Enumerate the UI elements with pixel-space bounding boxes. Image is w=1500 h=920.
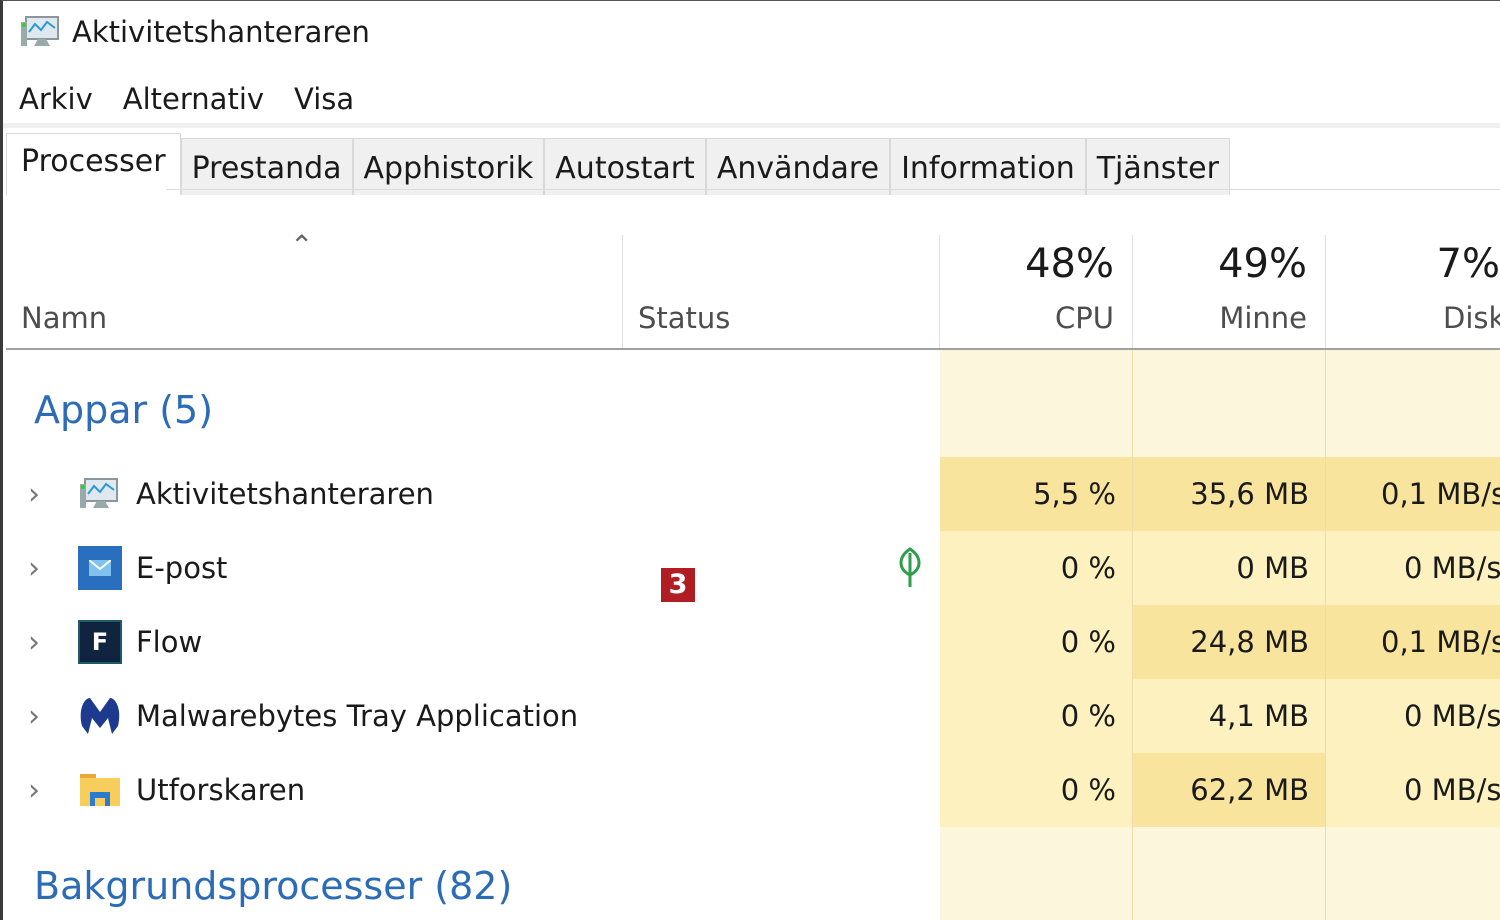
window-title: Aktivitetshanteraren (72, 15, 370, 49)
tab-prestanda[interactable]: Prestanda (180, 138, 353, 195)
memory-value: 24,8 MB (1133, 605, 1325, 679)
annotation-badge: 3 (661, 568, 695, 602)
group-header-apps[interactable]: Appar (5) (34, 388, 214, 432)
memory-total: 49% (1218, 241, 1307, 287)
process-row[interactable]: › Aktivitetshanteraren (28, 457, 434, 531)
heat-cell-cpu (940, 350, 1132, 457)
malwarebytes-icon (78, 694, 122, 738)
tab-underline (166, 189, 1500, 190)
tab-apphistorik[interactable]: Apphistorik (352, 138, 545, 195)
tab-anvandare[interactable]: Användare (705, 138, 891, 195)
process-name: Flow (136, 625, 203, 659)
column-divider[interactable] (622, 235, 623, 350)
memory-value: 35,6 MB (1133, 457, 1325, 531)
process-name: Utforskaren (136, 773, 306, 807)
header-divider (6, 348, 1500, 350)
disk-value: 0 MB/s (1326, 753, 1500, 827)
menu-visa[interactable]: Visa (294, 82, 355, 116)
process-row[interactable]: › Malwarebytes Tray Application (28, 679, 578, 753)
disk-value: 0,1 MB/s (1326, 605, 1500, 679)
menu-alternativ[interactable]: Alternativ (122, 82, 265, 116)
process-row[interactable]: › F Flow (28, 605, 202, 679)
process-name: E-post (136, 551, 228, 585)
memory-value: 0 MB (1133, 531, 1325, 605)
chevron-right-icon[interactable]: › (28, 772, 40, 808)
column-divider[interactable] (1132, 235, 1133, 350)
folder-icon (78, 768, 122, 812)
cpu-value: 0 % (940, 753, 1132, 827)
title-bar: Aktivitetshanteraren (20, 14, 370, 50)
heat-cell-disk (1326, 827, 1500, 920)
column-divider (1132, 350, 1133, 920)
column-header-status[interactable]: Status (638, 301, 731, 335)
chevron-right-icon[interactable]: › (28, 698, 40, 734)
efficiency-leaf-icon (896, 545, 924, 593)
process-name: Malwarebytes Tray Application (136, 699, 579, 733)
cpu-value: 0 % (940, 531, 1132, 605)
heat-cell-memory (1133, 350, 1325, 457)
menu-separator (3, 123, 1500, 128)
task-manager-icon (21, 16, 59, 46)
column-divider (1325, 350, 1326, 920)
sort-ascending-icon: ⌃ (290, 229, 314, 262)
disk-value: 0,1 MB/s (1326, 457, 1500, 531)
tab-bar: Processer Prestanda Apphistorik Autostar… (6, 133, 1230, 195)
disk-total: 7% (1436, 241, 1500, 287)
column-divider[interactable] (939, 235, 940, 350)
chevron-right-icon[interactable]: › (28, 476, 40, 512)
heat-cell-disk (1326, 350, 1500, 457)
cpu-total: 48% (1025, 241, 1114, 287)
menu-bar: Arkiv Alternativ Visa (19, 82, 354, 116)
column-header-cpu[interactable]: 48% CPU (1025, 241, 1114, 335)
cpu-value: 0 % (940, 605, 1132, 679)
heat-cell-cpu (940, 827, 1132, 920)
mail-icon (78, 546, 122, 590)
column-divider[interactable] (1325, 235, 1326, 350)
tab-tjanster[interactable]: Tjänster (1085, 138, 1230, 195)
task-manager-icon (78, 472, 122, 516)
cpu-value: 5,5 % (940, 457, 1132, 531)
tab-autostart[interactable]: Autostart (544, 138, 706, 195)
process-row[interactable]: › E-post (28, 531, 227, 605)
group-header-background[interactable]: Bakgrundsprocesser (82) (34, 864, 513, 908)
column-header-name[interactable]: ⌃ Namn (21, 229, 314, 335)
flow-icon: F (78, 620, 122, 664)
process-name: Aktivitetshanteraren (136, 477, 434, 511)
tab-information[interactable]: Information (890, 138, 1086, 195)
process-row[interactable]: › Utforskaren (28, 753, 305, 827)
menu-arkiv[interactable]: Arkiv (19, 82, 93, 116)
memory-value: 62,2 MB (1133, 753, 1325, 827)
column-header-memory[interactable]: 49% Minne (1218, 241, 1307, 335)
cpu-value: 0 % (940, 679, 1132, 753)
memory-value: 4,1 MB (1133, 679, 1325, 753)
column-header-disk[interactable]: 7% Disk (1436, 241, 1500, 335)
chevron-right-icon[interactable]: › (28, 550, 40, 586)
disk-value: 0 MB/s (1326, 531, 1500, 605)
tab-processer[interactable]: Processer (6, 133, 181, 195)
chevron-right-icon[interactable]: › (28, 624, 40, 660)
disk-value: 0 MB/s (1326, 679, 1500, 753)
heat-cell-memory (1133, 827, 1325, 920)
